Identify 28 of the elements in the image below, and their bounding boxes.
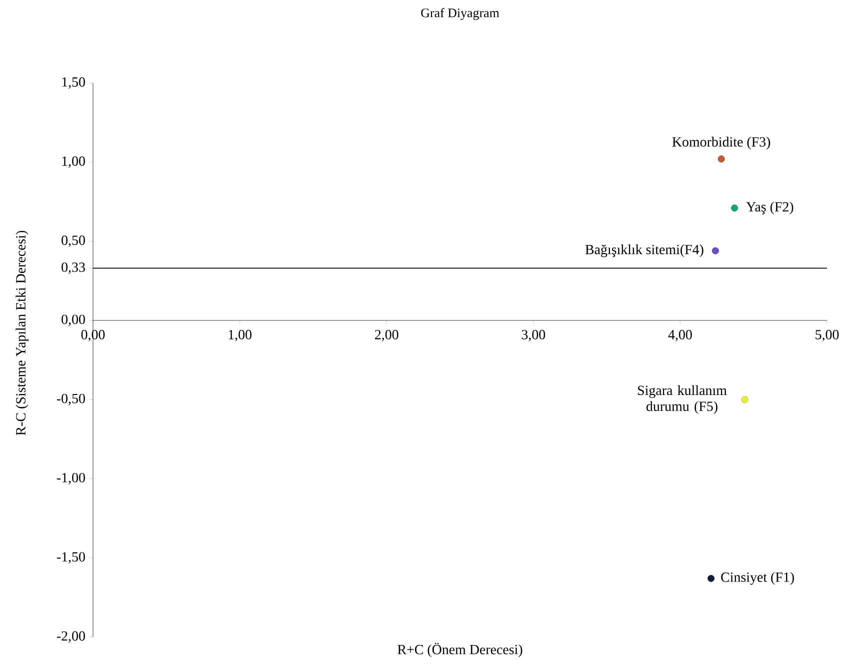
- point: [712, 247, 719, 254]
- y-tick-label: 0,50: [62, 236, 85, 247]
- y-tick-label: -0,50: [56, 394, 85, 406]
- x-tick-label: 5,00: [816, 330, 839, 342]
- x-axis-title: R+C (Önem Derecesi): [398, 642, 522, 658]
- point: [741, 396, 748, 404]
- y-tick-label: 0,00: [62, 314, 85, 326]
- series-label: Yaş (F2): [746, 202, 794, 214]
- y-tick-label: -1,00: [56, 472, 85, 484]
- y-tick-label: 0,33: [62, 262, 85, 274]
- point: [731, 204, 738, 212]
- series-label: Komorbidite (F3): [672, 136, 770, 150]
- x-tick-label: 4,00: [668, 330, 692, 342]
- y-tick-label: -1,50: [56, 552, 85, 564]
- y-axis-title: R-C (Sisteme Yapılan Etki Derecesi): [16, 230, 28, 436]
- x-tick-label: 3,00: [522, 330, 546, 342]
- chart-title: Graf Diyagram: [421, 8, 500, 20]
- y-tick-label: 1,50: [62, 77, 85, 89]
- x-tick-label: 1,00: [228, 330, 252, 342]
- y-tick-label: -2,00: [56, 631, 85, 643]
- x-tick-label: 2,00: [375, 330, 398, 342]
- point: [708, 574, 715, 582]
- series-label: Cinsiyet (F1): [721, 572, 794, 585]
- point: [718, 155, 725, 162]
- series-label: Sigara kullanım durumu (F5): [638, 385, 727, 414]
- x-tick-label: 0,00: [81, 330, 105, 342]
- y-tick-label: 1,00: [62, 156, 85, 168]
- series-label: Bağışıklık sitemi(F4): [585, 244, 704, 258]
